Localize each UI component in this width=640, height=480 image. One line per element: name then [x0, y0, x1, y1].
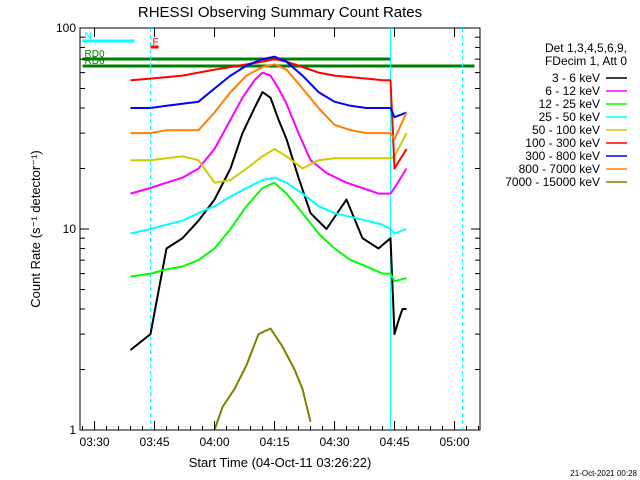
- legend-label: 6 - 12 keV: [545, 84, 600, 98]
- legend-label: 12 - 25 keV: [539, 97, 600, 111]
- legend: Det 1,3,4,5,6,9, FDecim 1, Att 0 3 - 6 k…: [505, 41, 627, 189]
- flag-label-f: F: [153, 37, 159, 48]
- x-tick-label: 04:00: [200, 435, 230, 449]
- flag-label-rd6: RD6: [85, 56, 105, 67]
- series-line: [130, 176, 407, 235]
- plot-frame: [79, 27, 481, 431]
- y-tick-label: 1: [69, 423, 76, 437]
- y-axis: 1 10 100: [56, 21, 480, 437]
- legend-header-detectors: Det 1,3,4,5,6,9,: [545, 41, 627, 55]
- legend-label: 100 - 300 keV: [525, 136, 600, 150]
- y-axis-label: Count Rate (s⁻¹ detector⁻¹): [28, 150, 43, 308]
- x-tick-label: 04:45: [380, 435, 410, 449]
- footer-date: 21-Oct-2021 00:28: [570, 469, 637, 478]
- series-group: [129, 55, 408, 431]
- y-tick-label: 100: [56, 21, 76, 35]
- flag-label-n: N: [85, 31, 92, 42]
- series-line: [130, 55, 407, 119]
- x-tick-label: 05:00: [440, 435, 470, 449]
- chart-title: RHESSI Observing Summary Count Rates: [138, 4, 422, 21]
- x-tick-label: 04:15: [260, 435, 290, 449]
- flag-label-rd0: RD0: [85, 49, 105, 60]
- x-tick-label: 03:45: [140, 435, 170, 449]
- y-tick-label: 10: [63, 222, 77, 236]
- legend-label: 25 - 50 keV: [539, 110, 600, 124]
- series-line: [213, 327, 312, 431]
- series-line: [129, 91, 407, 351]
- series-line: [130, 132, 408, 184]
- series-line: [130, 71, 408, 195]
- x-tick-label: 03:30: [80, 435, 110, 449]
- x-tick-label: 04:30: [320, 435, 350, 449]
- x-axis-label: Start Time (04-Oct-11 03:26:22): [189, 455, 372, 470]
- legend-header-decimation: FDecim 1, Att 0: [545, 54, 627, 68]
- series-line: [130, 58, 408, 170]
- x-axis: 03:30 03:45 04:00 04:15 04:30 04:45 05:00: [80, 28, 480, 449]
- series-line: [130, 63, 408, 141]
- legend-label: 50 - 100 keV: [532, 123, 600, 137]
- legend-label: 7000 - 15000 keV: [505, 175, 600, 189]
- series-line: [130, 181, 407, 283]
- legend-label: 300 - 800 keV: [525, 149, 600, 163]
- legend-label: 3 - 6 keV: [552, 71, 600, 85]
- legend-label: 800 - 7000 keV: [519, 162, 600, 176]
